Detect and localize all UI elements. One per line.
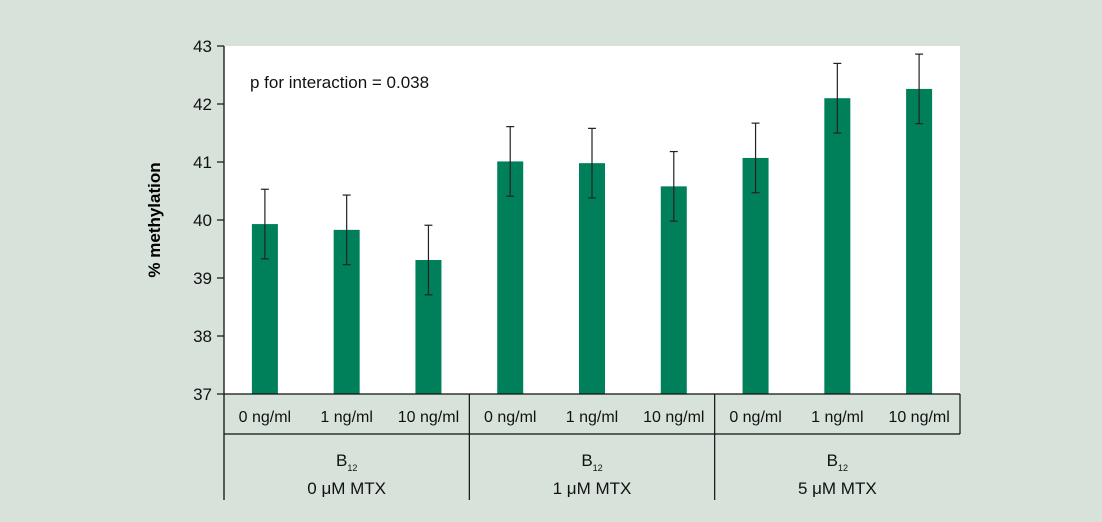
y-axis-label: % methylation	[145, 162, 164, 277]
y-tick-label: 43	[193, 37, 212, 56]
group-b12-label: B12	[827, 451, 848, 473]
group-labels: B12 0 μM MTX B12 1 μM MTX B12 5 μM MTX	[307, 451, 876, 498]
group-mtx-label: 5 μM MTX	[798, 479, 877, 498]
group-b12-label: B12	[336, 451, 357, 473]
y-tick-label: 37	[193, 385, 212, 404]
category-label: 10 ng/ml	[398, 409, 459, 426]
category-label: 1 ng/ml	[320, 409, 372, 426]
category-label: 0 ng/ml	[239, 409, 291, 426]
y-tick-label: 39	[193, 269, 212, 288]
category-label: 10 ng/ml	[643, 409, 704, 426]
group-mtx-label: 0 μM MTX	[307, 479, 386, 498]
bar	[497, 161, 524, 394]
bar	[579, 163, 605, 394]
category-label: 1 ng/ml	[566, 409, 618, 426]
category-label: 0 ng/ml	[484, 409, 536, 426]
category-label: 1 ng/ml	[811, 409, 863, 426]
interaction-annotation: p for interaction = 0.038	[250, 73, 429, 92]
group-mtx-label: 1 μM MTX	[553, 479, 632, 498]
category-labels: 0 ng/ml 1 ng/ml 10 ng/ml 0 ng/ml 1 ng/ml 10 n…	[239, 409, 950, 426]
y-tick-label: 38	[193, 327, 212, 346]
bar	[906, 88, 933, 395]
category-label: 10 ng/ml	[888, 409, 949, 426]
y-axis-ticks: 37 38 39 40 41 42 43	[193, 37, 224, 404]
category-label: 0 ng/ml	[729, 409, 781, 426]
y-tick-label: 42	[193, 95, 212, 114]
group-b12-label: B12	[581, 451, 602, 473]
axes	[223, 46, 961, 500]
bar	[824, 98, 851, 394]
y-tick-label: 40	[193, 211, 212, 230]
bar	[742, 157, 769, 394]
error-bars	[260, 53, 924, 296]
y-tick-label: 41	[193, 153, 212, 172]
